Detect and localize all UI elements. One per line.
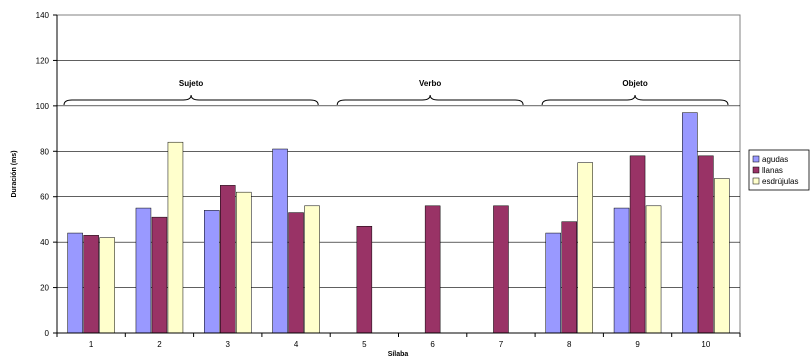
y-tick-label: 100 [36,102,50,111]
axes: 0 20 40 60 80 100 120 140 1 2 3 4 5 6 7 8 9 10 [36,11,741,349]
bar-llanas-3 [220,185,236,334]
bar-agudas-1 [67,232,83,334]
bar-llanas-6 [424,205,441,334]
group-annotations: Sujeto Verbo Objeto [63,79,729,106]
legend-swatch-2 [752,177,760,185]
brace-sujeto [63,94,319,106]
brace-objeto [541,94,729,106]
legend-label-0: agudas [762,155,788,164]
bar-llanas-4 [288,212,304,334]
bar-esdrújulas-9 [645,205,662,334]
y-tick-label: 80 [40,147,49,156]
x-tick-label: 10 [701,340,710,349]
bar-agudas-3 [204,210,220,334]
bar-esdrújulas-3 [236,191,252,334]
group-label-verbo: Verbo [419,79,441,88]
x-tick-label: 4 [294,340,299,349]
x-tick-label: 8 [567,340,572,349]
y-tick-label: 20 [40,284,49,293]
brace-verbo [336,94,524,106]
legend-swatch-0 [752,155,760,163]
bar-llanas-8 [561,221,577,334]
x-tick-label: 2 [157,340,162,349]
bar-llanas-5 [356,225,373,334]
bar-agudas-10 [682,112,698,334]
x-tick-label: 1 [89,340,94,349]
legend: agudas llanas esdrújulas [748,149,810,191]
x-tick-label: 3 [226,340,231,349]
y-axis-title: Duración (ms) [11,150,18,197]
bar-llanas-9 [629,155,646,334]
y-tick-label: 120 [36,56,50,65]
bar-llanas-10 [698,155,714,334]
group-label-sujeto: Sujeto [179,79,204,88]
y-tick-label: 60 [40,193,49,202]
bar-esdrújulas-1 [99,237,115,334]
x-tick-label: 6 [430,340,435,349]
legend-swatch-1 [752,166,760,174]
bar-agudas-4 [272,148,288,334]
y-tick-label: 40 [40,238,49,247]
x-axis-title: Sílaba [388,351,409,358]
bars [67,112,730,334]
y-tick-label: 0 [45,329,50,338]
legend-label-1: llanas [762,166,783,175]
y-tick-label: 140 [36,11,50,20]
x-tick-label: 5 [362,340,367,349]
bar-agudas-9 [613,207,630,334]
group-label-objeto: Objeto [622,79,647,88]
bar-llanas-2 [151,216,168,334]
bar-agudas-8 [545,232,561,334]
bar-esdrújulas-8 [577,162,593,334]
x-tick-label: 9 [635,340,640,349]
bar-esdrújulas-4 [304,205,320,334]
bar-agudas-2 [135,207,152,334]
legend-label-2: esdrújulas [762,177,798,186]
bar-llanas-1 [83,235,99,334]
bar-llanas-7 [493,205,509,334]
x-tick-label: 7 [499,340,504,349]
bar-esdrújulas-10 [714,178,730,334]
bar-esdrújulas-2 [167,141,184,334]
